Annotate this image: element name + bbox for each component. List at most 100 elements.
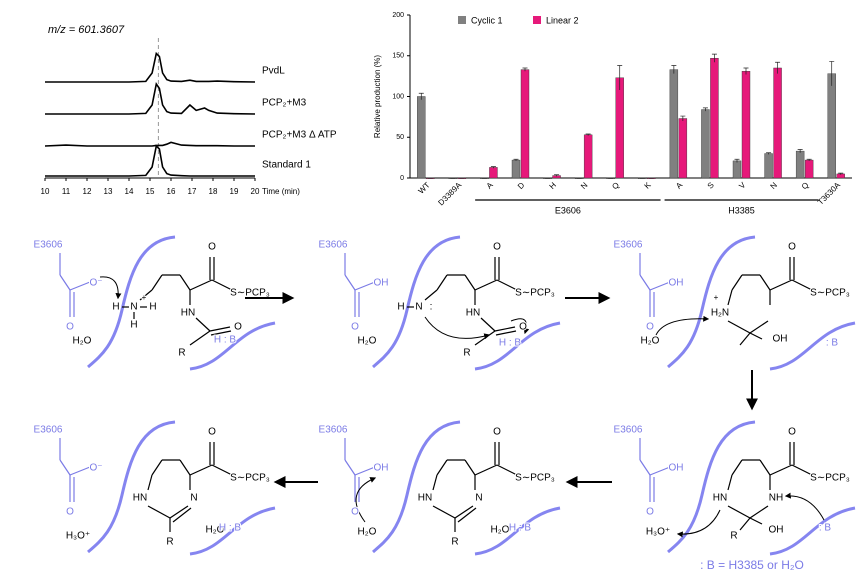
error-bar (585, 133, 591, 136)
atom-label: HN (418, 493, 432, 504)
trace-label: Standard 1 (262, 160, 311, 171)
bond (639, 274, 651, 291)
atom-label: R (463, 348, 470, 359)
atom-label: N (130, 302, 137, 313)
bond (179, 459, 191, 476)
atom-label: O (646, 507, 654, 518)
x-tick-label: V (737, 180, 748, 191)
x-tick-label: 13 (104, 187, 113, 196)
atom-label: H (130, 320, 137, 331)
bond (189, 464, 213, 476)
atom-label: O (66, 322, 74, 333)
base-note: : B = H3385 or H₂O (700, 558, 804, 572)
error-bar (838, 172, 844, 175)
atom-label: O (234, 322, 242, 333)
bar (795, 150, 805, 179)
bar (678, 118, 688, 179)
bond (151, 459, 163, 476)
x-tick-label: 17 (188, 187, 197, 196)
protein-surface (189, 321, 276, 371)
atom-label: H₂O (358, 527, 377, 538)
x-tick-label: A (485, 180, 496, 191)
atom-label: HN (713, 493, 727, 504)
atom-label: S∼PCP₃ (230, 473, 270, 484)
x-tick-label: 16 (167, 187, 176, 196)
error-bar (418, 92, 424, 100)
bond (464, 274, 476, 291)
error-bar (766, 152, 772, 155)
bond (454, 505, 474, 519)
atom-label: OH (669, 278, 684, 289)
atom-label: H : B (499, 338, 522, 349)
atom-label: H₂O (358, 336, 377, 347)
bond (496, 464, 518, 476)
bond (59, 459, 71, 476)
bond (649, 281, 671, 291)
atom-label: OH (773, 334, 788, 345)
atom-label: O (66, 507, 74, 518)
bar (773, 67, 782, 179)
atom-label: O (493, 242, 501, 253)
error-bar (522, 67, 528, 72)
bond (791, 464, 813, 476)
atom-label: E3606 (614, 240, 643, 251)
bond (495, 330, 517, 336)
bar (804, 159, 814, 179)
atom-label: OH (669, 463, 684, 474)
bond (769, 279, 793, 291)
bond (344, 274, 356, 291)
x-tick-label: 15 (146, 187, 155, 196)
error-bar (617, 65, 623, 90)
atom-label: O⁻ (89, 278, 102, 289)
bond (749, 517, 763, 525)
bar (732, 160, 742, 179)
atom-label: : B (826, 338, 839, 349)
bond (480, 317, 496, 332)
electron-arrow (510, 318, 530, 335)
x-tick-label: T3630A (816, 180, 843, 207)
error-bar (797, 149, 803, 153)
y-tick-label: 50 (396, 134, 404, 141)
electron-arrow (784, 492, 825, 521)
bond (727, 320, 751, 334)
bond (179, 274, 191, 291)
bar (583, 134, 593, 179)
atom-label: O (208, 427, 216, 438)
atom-label: O (208, 242, 216, 253)
mechanism-panel: E3606 O OH HN NH R OH S∼PCP₃ O H₃O⁺: B (613, 420, 856, 556)
atom-label: O (788, 427, 796, 438)
bond (424, 289, 438, 301)
bond (464, 459, 476, 476)
x-tick-label: 11 (62, 187, 71, 196)
protein-surface (474, 321, 561, 371)
bond (59, 274, 71, 291)
protein-surface (87, 235, 176, 369)
bond (727, 505, 751, 519)
atom-label: N (415, 302, 422, 313)
protein-surface (372, 420, 461, 554)
mechanism-panel: E3606 O OH + H₂N OH S∼PCP₃ O H₂O: B (613, 235, 856, 371)
atom-label: H₂O (491, 525, 510, 536)
legend-swatch (458, 16, 466, 24)
atom-label: O (493, 427, 501, 438)
bond (436, 459, 448, 476)
bond (195, 317, 211, 332)
atom-label: H₂O (73, 336, 92, 347)
x-tick-label: N (579, 180, 590, 191)
bond (494, 326, 516, 332)
bond (649, 466, 671, 476)
atom-label: H₃O⁺ (66, 531, 90, 542)
trace (45, 81, 256, 115)
x-axis-label: Time (min) (262, 187, 300, 196)
atom-label: HN (181, 308, 195, 319)
bar (827, 73, 836, 179)
atom-label: E3606 (614, 425, 643, 436)
legend-label: Cyclic 1 (471, 15, 503, 25)
bond (211, 464, 233, 476)
x-tick-label: Q (610, 181, 621, 192)
atom-label: O (646, 322, 654, 333)
bond (731, 459, 743, 476)
bond (172, 507, 192, 523)
atom-label: H : B (509, 523, 532, 534)
